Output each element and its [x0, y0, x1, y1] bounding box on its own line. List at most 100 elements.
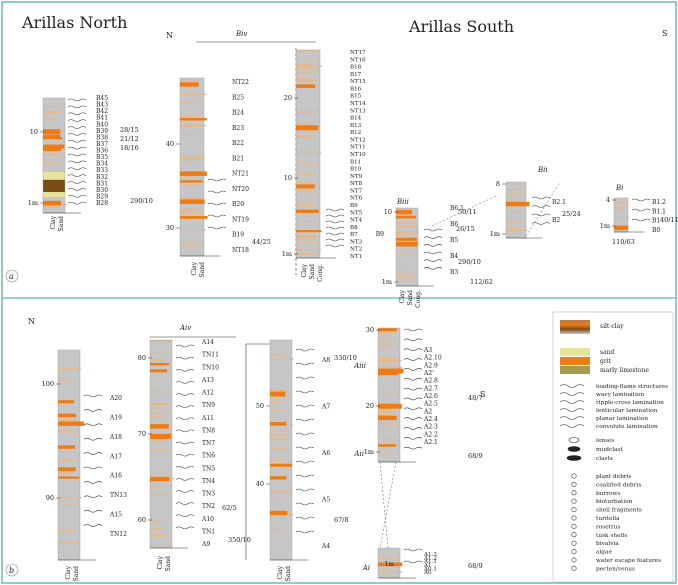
- biv-right-bed-label: NT9: [350, 174, 363, 180]
- north-bed-label: B37: [96, 141, 108, 148]
- biv-right-column-sand-bed: [296, 230, 322, 233]
- biv-left-structure-symbol: [207, 178, 227, 182]
- biii-orientation-a: 50/11: [458, 208, 477, 216]
- aii-structure-symbol: [403, 407, 423, 411]
- biv-right-column-tan-bed: [296, 238, 317, 240]
- legend-structure-label: ripple-cross lamination: [596, 400, 664, 406]
- ai-bed-label: A1.3: [423, 552, 437, 558]
- biv-left-structure-symbol: [207, 202, 227, 206]
- north-structure-symbol: [67, 153, 87, 157]
- bi-orientation-b: 110/63: [612, 238, 635, 246]
- a-third-axis-sand: Sand: [285, 566, 292, 582]
- aiv-structure-symbol: [175, 453, 195, 457]
- aiv-bed-label: TN9: [202, 402, 215, 409]
- biv-right-column-tan-bed: [296, 64, 312, 66]
- aiv-bed-label: TN1: [202, 528, 215, 535]
- legend-fossil-label: algae: [596, 550, 612, 556]
- biv-left-column-tan-bed: [180, 155, 205, 157]
- ai-tick-label: 1m: [384, 561, 394, 568]
- aii-column-tan-bed: [378, 331, 397, 334]
- biv-left-tick-label: 30: [166, 224, 174, 232]
- biv-right-bed-label: B8: [350, 225, 358, 231]
- a-third-structure-symbol: [295, 418, 315, 422]
- legend-fossil-symbol: [571, 473, 577, 479]
- aii-column-tan-bed: [378, 357, 397, 360]
- biv-right-bed-label: B14: [350, 116, 362, 122]
- north-bed-label: B30: [96, 187, 108, 194]
- biv-right-bed-label: B18: [350, 65, 362, 71]
- biv-left-column-tan-bed: [180, 79, 198, 81]
- biii-structure-symbol: [423, 244, 443, 247]
- biii-column-tan-bed: [396, 271, 411, 273]
- biv-right-axis-clay: Clay: [301, 263, 308, 277]
- biv-right-bed-label: NT5: [350, 210, 363, 216]
- legend-clast-symbol: [566, 455, 582, 461]
- bii-bed-label: B2.1: [552, 199, 566, 206]
- legend-structure-label: wavy lamination: [596, 392, 644, 398]
- biii-column-tan-bed: [396, 253, 413, 255]
- aii-tick-label: 20: [366, 402, 374, 410]
- biii-column-sand-bed: [396, 237, 418, 241]
- north-structure-symbol: [67, 139, 87, 143]
- biv-left-bed-label: NT21: [232, 171, 249, 178]
- north-structure-symbol: [67, 133, 87, 136]
- biv-right-column-tan-bed: [296, 181, 313, 183]
- biv-left-column-tan-bed: [180, 229, 206, 231]
- north-bed-label: B39: [96, 128, 108, 135]
- a-first-column-tan-bed: [58, 429, 72, 432]
- aiv-axis-sand: Sand: [165, 556, 172, 572]
- biv-right-column-tan-bed: [296, 65, 323, 67]
- aiv-column-tan-bed: [150, 440, 168, 442]
- biv-left-structure-symbol: [207, 190, 227, 194]
- biii-bed-label: B5: [450, 237, 458, 244]
- biii-column-tan-bed: [396, 225, 418, 227]
- biv-right-bed-label: NT6: [350, 196, 363, 202]
- a-first-structure-symbol: [83, 437, 103, 441]
- a-first-column-tan-bed: [58, 367, 81, 370]
- legend-fossil-label: pecten/venus: [596, 566, 635, 572]
- biv-right-bed-label: NT8: [350, 181, 363, 187]
- aiv-structure-symbol: [175, 405, 195, 408]
- a-third-column-tan-bed: [270, 528, 284, 530]
- a-third-column-tan-bed: [270, 492, 292, 494]
- a-third-column-sand-bed: [270, 422, 287, 426]
- biv-right-bed-label: NT1: [350, 254, 362, 260]
- biv-right-bed-label: B9: [350, 203, 358, 209]
- a-first-column-sand-bed: [58, 476, 80, 479]
- biv-left-column-tan-bed: [180, 241, 205, 243]
- bii-column-tan-bed: [506, 221, 523, 223]
- bii-structure-symbol: [531, 205, 551, 208]
- a-third-tick-label: 50: [256, 402, 264, 410]
- a-first-column-tan-bed: [58, 542, 76, 544]
- north-column-sand-bed: [43, 144, 65, 149]
- bi-column-tan-bed: [614, 216, 630, 219]
- biv-right-column-tan-bed: [296, 123, 313, 125]
- a-third-column-tan-bed: [270, 448, 288, 450]
- a-first-bed-label: A17: [109, 453, 122, 460]
- biv-right-tick-label: 20: [284, 94, 292, 102]
- a-third-structure-symbol: [295, 460, 315, 464]
- biv-right-column-tan-bed: [296, 136, 311, 139]
- aiv-column-tan-bed: [150, 402, 168, 405]
- aiv-structure-symbol: [175, 381, 195, 384]
- a-third-structure-symbol: [295, 432, 315, 436]
- biii-tick-label: 1m: [382, 278, 392, 286]
- biv-right-column-tan-bed: [296, 253, 318, 256]
- a-first-axis-clay: Clay: [65, 565, 72, 579]
- a-first-bed-label: A19: [109, 414, 122, 421]
- biv-left-bed-label: B19: [232, 232, 244, 239]
- legend-structure-label: lenticular lamination: [596, 408, 658, 414]
- biv-right-column-tan-bed: [296, 60, 313, 62]
- biv-right-column-tan-bed: [296, 124, 311, 126]
- a-third-structure-symbol: [295, 488, 315, 492]
- north-bed-label: B34: [96, 161, 108, 168]
- panel-a-label: a: [9, 272, 14, 281]
- bi-bed-label: B1: [652, 218, 660, 225]
- biv-left-axis-sand: Sand: [199, 262, 206, 278]
- bi-tick-label: 4: [606, 196, 610, 204]
- north-structure-symbol: [67, 167, 87, 171]
- a-first-bed-label: TN12: [110, 531, 127, 538]
- a-first-structure-symbol: [83, 466, 103, 470]
- ai-structure-symbol: [403, 548, 423, 552]
- biv-left-column-tan-bed: [180, 208, 195, 210]
